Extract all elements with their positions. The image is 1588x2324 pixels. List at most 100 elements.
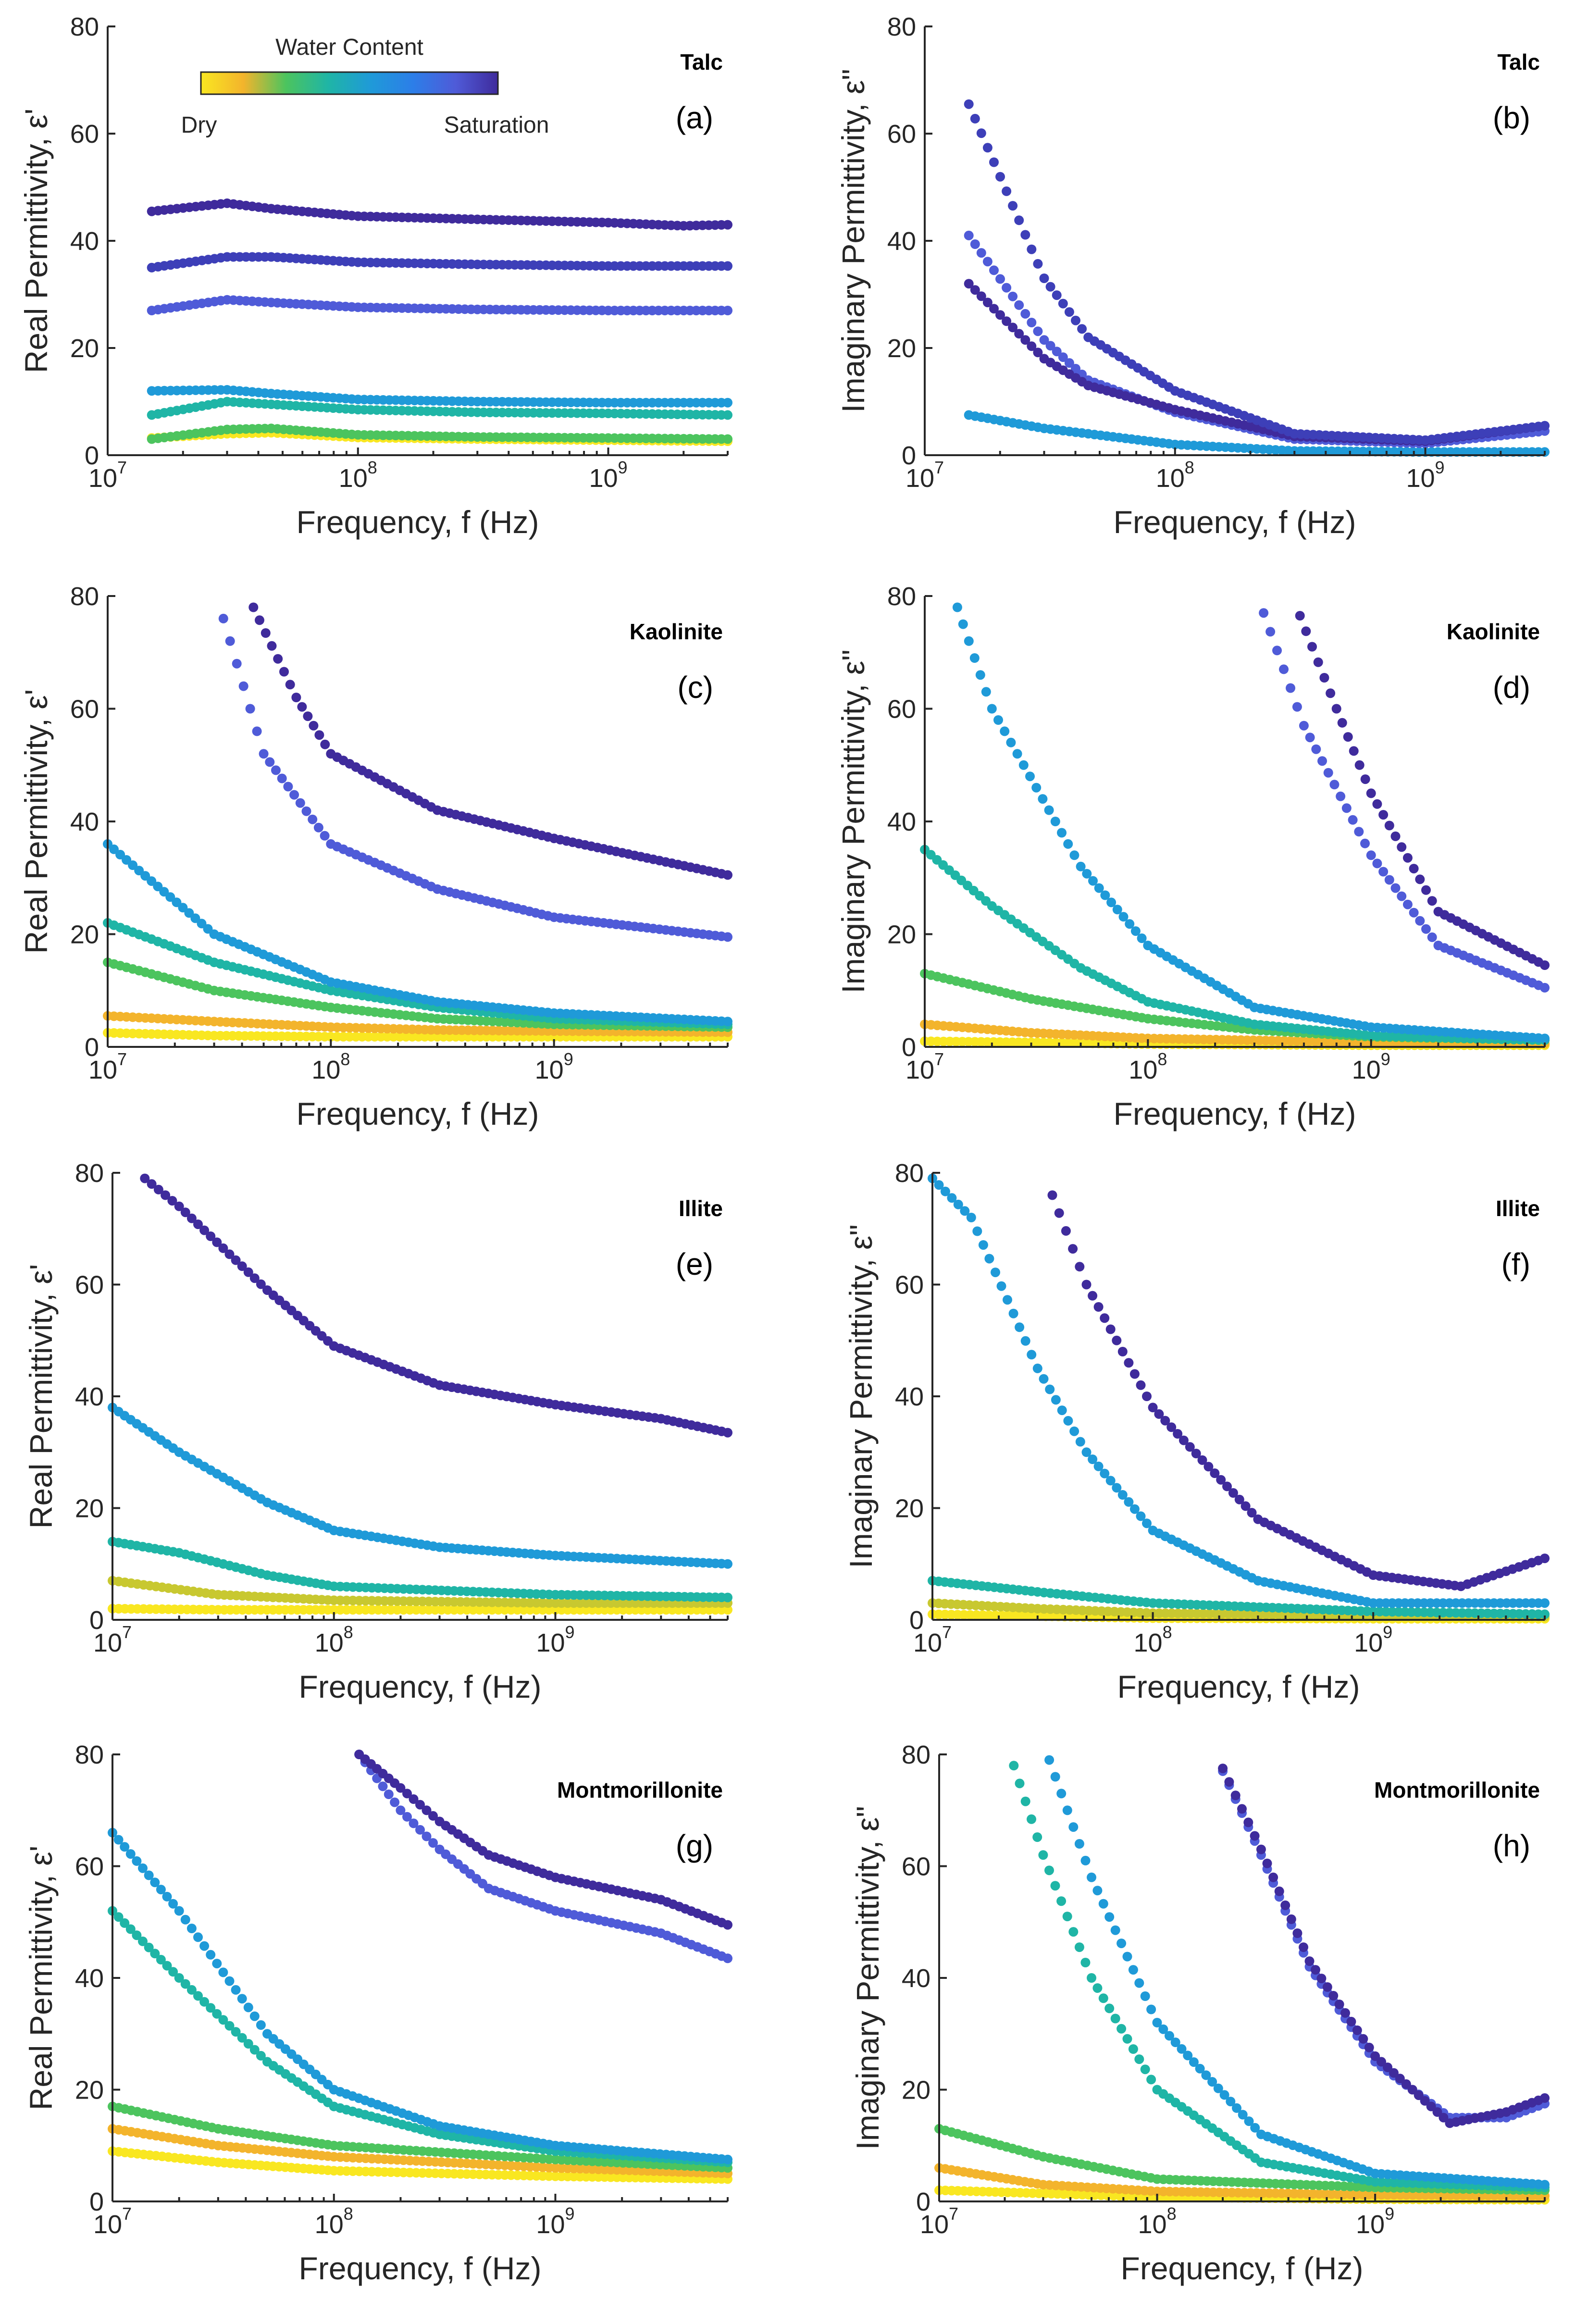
data-point (1020, 335, 1030, 345)
data-point (1409, 864, 1419, 874)
y-tick-label: 40 (75, 1382, 104, 1411)
data-point (303, 711, 313, 721)
colorbar-title: Water Content (275, 35, 423, 60)
x-tick-exponent: 8 (368, 458, 377, 477)
x-tick-exponent: 9 (564, 1049, 573, 1069)
y-tick-label: 0 (902, 441, 916, 470)
series-water-1 (108, 1603, 732, 1615)
data-point (1189, 2057, 1199, 2067)
data-point (231, 2027, 241, 2037)
data-point (989, 304, 999, 314)
series-water-3 (147, 397, 732, 420)
data-point (285, 680, 295, 690)
data-point (295, 798, 305, 808)
data-point (1540, 2180, 1550, 2190)
data-point (1093, 1302, 1104, 1312)
x-tick-exponent: 7 (934, 458, 944, 477)
data-point (1334, 2000, 1344, 2009)
data-point (1015, 1322, 1025, 1332)
x-tick-exponent: 8 (1163, 1622, 1172, 1642)
data-point (138, 1936, 148, 1946)
y-tick-label: 20 (902, 2076, 930, 2105)
data-point (1323, 768, 1333, 778)
data-point (1056, 1896, 1067, 1906)
data-point (1142, 1518, 1152, 1529)
data-point (1378, 867, 1389, 877)
data-point (1316, 1974, 1327, 1984)
data-point (144, 1870, 154, 1880)
y-tick-label: 80 (895, 1159, 924, 1188)
data-point (1343, 732, 1353, 742)
data-point (1075, 1262, 1085, 1272)
series-water-5 (1044, 1755, 1550, 2190)
data-point (995, 310, 1005, 320)
data-point (113, 1835, 124, 1845)
mineral-label: Illite (679, 1196, 723, 1221)
data-point (1118, 912, 1129, 922)
data-point (1074, 1839, 1084, 1849)
data-point (1329, 780, 1340, 790)
data-point (150, 1949, 160, 1959)
y-tick-label: 60 (70, 695, 99, 724)
x-axis-label: Frequency, f (Hz) (1114, 504, 1356, 540)
y-tick-label: 40 (887, 808, 916, 836)
data-point (1407, 2085, 1417, 2095)
data-point (964, 230, 974, 240)
data-point (1348, 815, 1358, 825)
data-point (1415, 874, 1425, 884)
x-tick-exponent: 9 (1385, 2204, 1394, 2224)
data-point (224, 1976, 235, 1986)
panel-a-data (147, 198, 732, 446)
data-point (984, 1254, 994, 1264)
data-point (1082, 869, 1092, 879)
y-tick-label: 20 (75, 2076, 104, 2105)
series-water-5 (108, 1403, 732, 1569)
data-point (1395, 2074, 1405, 2084)
data-point (1439, 2113, 1449, 2123)
data-point (1152, 2018, 1162, 2027)
data-point (212, 2009, 222, 2019)
data-point (156, 1955, 166, 1964)
data-point (1128, 1965, 1138, 1975)
data-point (1052, 290, 1062, 300)
data-point (1031, 783, 1042, 793)
data-point (1020, 230, 1030, 240)
y-tick-label: 20 (895, 1494, 924, 1523)
data-point (723, 410, 732, 420)
data-point (1237, 1804, 1247, 1814)
data-point (277, 773, 287, 783)
x-axis-label: Frequency, f (Hz) (1114, 1096, 1356, 1131)
series-water-7 (147, 198, 732, 231)
series-water-6 (1259, 608, 1550, 993)
data-point (422, 1805, 432, 1815)
series-water-2 (934, 2163, 1550, 2201)
data-point (1142, 1392, 1152, 1401)
data-point (1364, 2042, 1374, 2052)
data-point (1014, 300, 1024, 310)
data-point (940, 1186, 950, 1196)
x-tick-exponent: 9 (1383, 1622, 1392, 1642)
panel-tag: (d) (1493, 670, 1530, 705)
data-point (1003, 1295, 1012, 1305)
data-point (245, 704, 255, 714)
x-axis-label: Frequency, f (Hz) (297, 1096, 539, 1131)
x-tick-label: 109 (536, 2204, 574, 2239)
data-point (256, 2051, 266, 2061)
y-tick-label: 20 (70, 334, 99, 363)
data-point (1044, 1865, 1054, 1876)
y-tick-label: 0 (89, 1606, 104, 1635)
data-point (206, 1950, 216, 1960)
data-point (1008, 323, 1018, 333)
data-point (1125, 919, 1135, 929)
data-point (1122, 2034, 1132, 2044)
data-point (964, 99, 974, 109)
data-point (1311, 744, 1321, 754)
data-point (1337, 718, 1347, 728)
data-point (174, 1973, 184, 1983)
data-point (723, 261, 732, 271)
data-point (128, 860, 138, 870)
data-point (1426, 2101, 1436, 2112)
data-point (396, 1783, 406, 1793)
data-point (995, 274, 1005, 284)
data-point (1540, 2093, 1550, 2103)
